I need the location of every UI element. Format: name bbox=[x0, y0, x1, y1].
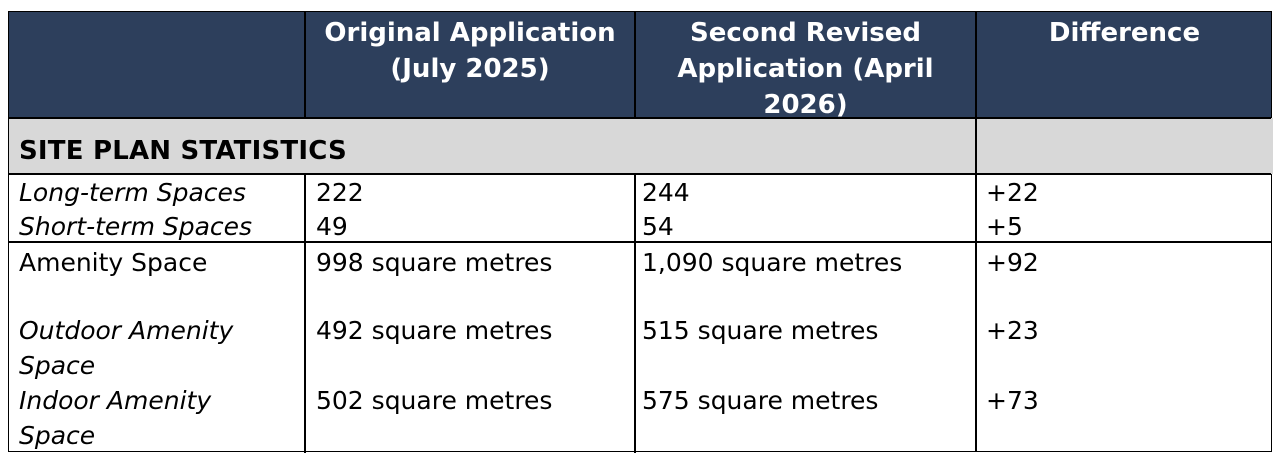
row-original-amenity-space: 998 square metres bbox=[316, 248, 553, 277]
divider bbox=[634, 174, 636, 453]
row-revised-long-term-spaces: 244 bbox=[642, 178, 690, 207]
row-difference-short-term-spaces: +5 bbox=[986, 212, 1023, 241]
header-original-line1: Original Application bbox=[324, 18, 616, 48]
divider bbox=[304, 174, 306, 453]
section-row-right bbox=[976, 118, 1273, 174]
row-original-indoor-amenity-space: 502 square metres bbox=[316, 386, 553, 415]
row-label-indoor-amenity-space: Indoor Amenity Space bbox=[19, 386, 212, 450]
section-row: SITE PLAN STATISTICS bbox=[9, 118, 976, 174]
header-difference: Difference bbox=[1048, 18, 1201, 48]
header-second-revised: Second Revised Application (April 2026) bbox=[635, 15, 976, 123]
divider bbox=[634, 12, 636, 118]
table-header-row bbox=[9, 12, 1271, 118]
row-original-long-term-spaces: 222 bbox=[316, 178, 364, 207]
divider bbox=[9, 117, 1271, 119]
site-plan-table: SITE PLAN STATISTICS Original Applicatio… bbox=[8, 11, 1273, 453]
row-revised-indoor-amenity-space: 575 square metres bbox=[642, 386, 879, 415]
row-difference-long-term-spaces: +22 bbox=[986, 178, 1039, 207]
row-original-short-term-spaces: 49 bbox=[316, 212, 348, 241]
divider bbox=[975, 12, 977, 451]
row-revised-outdoor-amenity-space: 515 square metres bbox=[642, 316, 879, 345]
row-difference-indoor-amenity-space: +73 bbox=[986, 386, 1039, 415]
row-label-short-term-spaces: Short-term Spaces bbox=[19, 212, 253, 241]
row-difference-amenity-space: +92 bbox=[986, 248, 1039, 277]
divider bbox=[9, 173, 1271, 175]
divider bbox=[304, 12, 306, 118]
row-revised-amenity-space: 1,090 square metres bbox=[642, 248, 903, 277]
header-original-line2: (July 2025) bbox=[390, 54, 550, 84]
header-revised-line1: Second Revised bbox=[689, 18, 922, 48]
row-difference-outdoor-amenity-space: +23 bbox=[986, 316, 1039, 345]
row-label-long-term-spaces: Long-term Spaces bbox=[19, 178, 246, 207]
row-revised-short-term-spaces: 54 bbox=[642, 212, 674, 241]
header-original-application: Original Application (July 2025) bbox=[305, 15, 635, 87]
row-label-outdoor-amenity-space: Outdoor Amenity Space bbox=[19, 316, 234, 380]
header-revised-line3: 2026) bbox=[763, 90, 848, 120]
row-original-outdoor-amenity-space: 492 square metres bbox=[316, 316, 553, 345]
row-label-amenity-space: Amenity Space bbox=[19, 248, 208, 277]
header-revised-line2: Application (April bbox=[677, 54, 934, 84]
section-title: SITE PLAN STATISTICS bbox=[19, 136, 347, 166]
divider bbox=[9, 241, 1271, 243]
